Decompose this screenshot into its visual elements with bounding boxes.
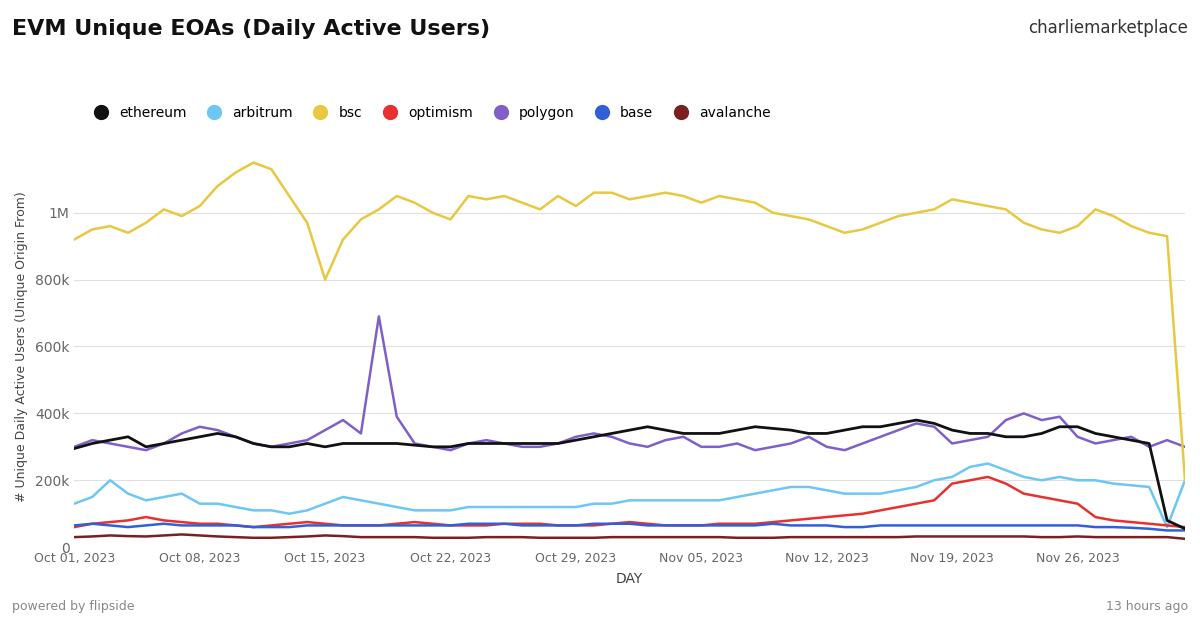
Text: charliemarketplace: charliemarketplace [1028,19,1188,37]
Text: EVM Unique EOAs (Daily Active Users): EVM Unique EOAs (Daily Active Users) [12,19,490,39]
Legend: ethereum, arbitrum, bsc, optimism, polygon, base, avalanche: ethereum, arbitrum, bsc, optimism, polyg… [82,101,776,126]
X-axis label: DAY: DAY [616,572,643,586]
Text: powered by flipside: powered by flipside [12,600,134,613]
Y-axis label: # Unique Daily Active Users (Unique Origin From): # Unique Daily Active Users (Unique Orig… [16,191,28,502]
Text: 13 hours ago: 13 hours ago [1106,600,1188,613]
